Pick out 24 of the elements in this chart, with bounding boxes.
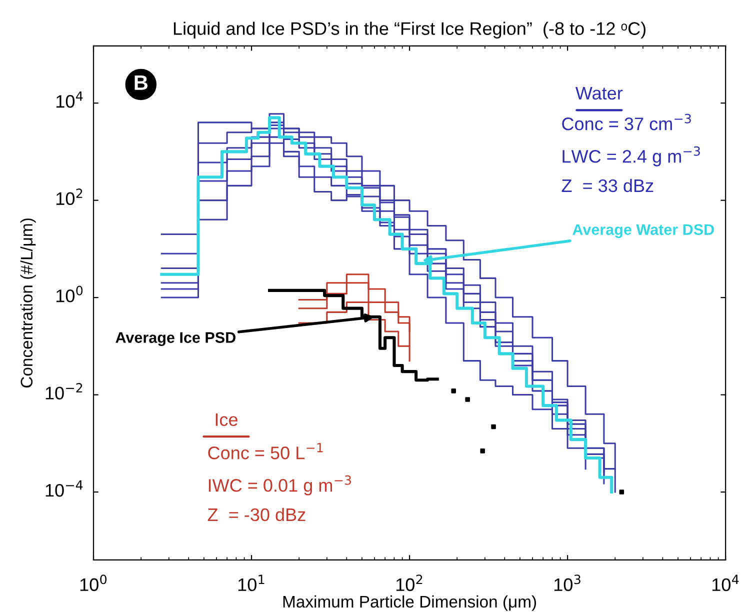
y-tick-label: 10$^{4}$ <box>56 91 83 108</box>
y-tick-label: 10$^{0}$ <box>56 286 83 302</box>
annotation: B <box>134 76 148 90</box>
x-tick-label: 10$^{2}$ <box>396 574 422 592</box>
annotation: Ice <box>216 413 238 426</box>
x-axis-title: Maximum Particle Dimension (μm) <box>283 595 536 611</box>
y-tick-label: 10$^{−4}$ <box>46 480 83 497</box>
annotation: Water <box>575 86 623 100</box>
annotation: Z = -30 dBz <box>208 508 306 522</box>
annotation: Average Ice PSD <box>116 332 236 346</box>
x-tick-label: 10$^{0}$ <box>80 574 107 592</box>
annotation: IWC = 0.01 g m$^{−3}$ <box>208 475 351 496</box>
annotation: Z = 33 dBz <box>562 178 654 192</box>
annotation: LWC = 2.4 g m$^{−3}$ <box>562 146 700 166</box>
annotation: Conc = 37 cm$^{−3}$ <box>562 114 691 130</box>
chart-title: Liquid and Ice PSD’s in the “First Ice Region” (-8 to -12 ᵒC) <box>174 22 646 39</box>
y-tick-label: 10$^{−2}$ <box>46 383 82 400</box>
x-tick-label: 10$^{3}$ <box>554 574 580 592</box>
annotation: Conc = 50 L$^{−1}$ <box>208 443 323 460</box>
x-tick-label: 10$^{1}$ <box>238 574 264 592</box>
y-tick-label: 10$^{2}$ <box>56 188 82 206</box>
x-tick-label: 10$^{4}$ <box>712 574 739 592</box>
y-axis-title: Concentration (#/L/μm) <box>20 218 36 388</box>
annotation: Average Water DSD <box>572 224 714 238</box>
